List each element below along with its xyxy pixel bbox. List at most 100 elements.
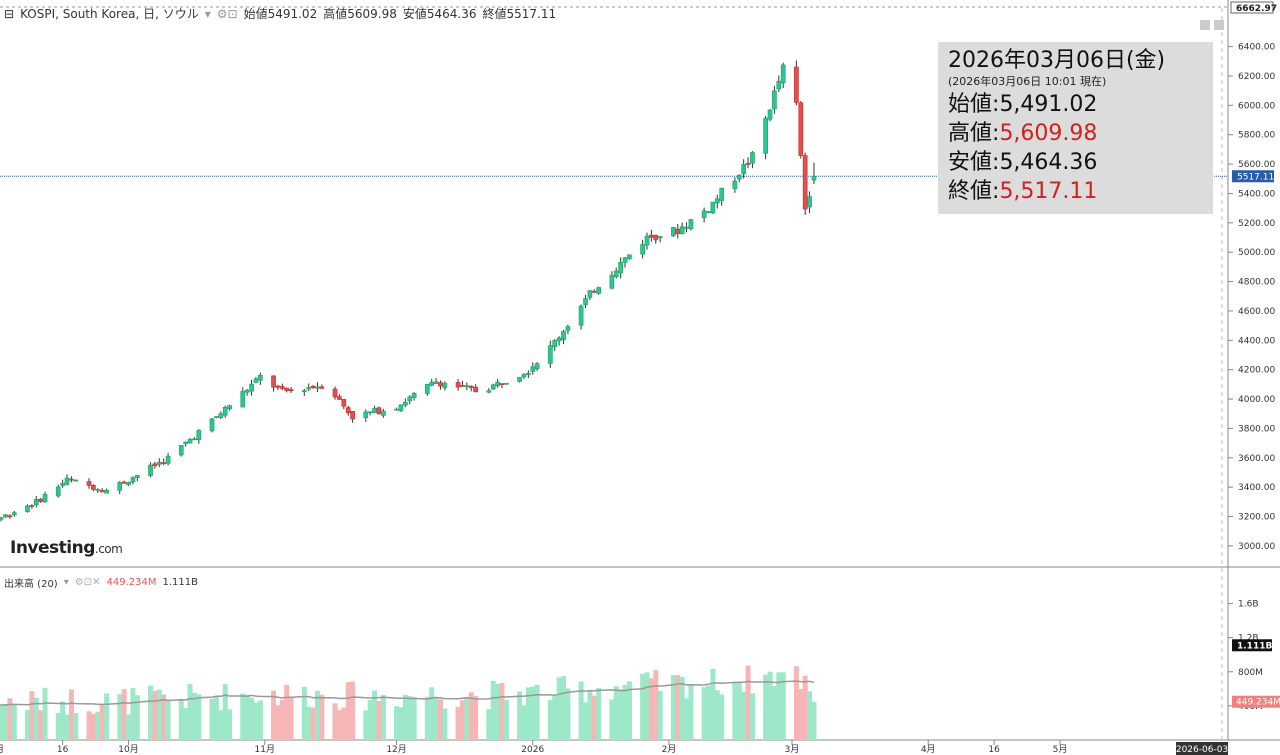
volume-bar <box>148 685 154 740</box>
candle <box>438 382 443 387</box>
chevron-down-icon[interactable]: ▾ <box>63 577 69 588</box>
volume-bar <box>7 698 13 740</box>
candle <box>117 482 123 491</box>
volume-bar <box>675 675 681 740</box>
y-tick-label: 6200.00 <box>1238 72 1275 82</box>
volume-bar <box>306 706 312 740</box>
candle <box>271 375 276 388</box>
candle <box>95 489 101 491</box>
volume-bar <box>442 708 448 740</box>
volume-bar <box>209 699 215 740</box>
x-tick-label: 2026 <box>521 745 544 755</box>
candle <box>490 384 496 390</box>
settings-icon[interactable]: ⚙⊡✕ <box>74 577 101 588</box>
candle <box>798 102 804 156</box>
candle <box>192 438 197 441</box>
candle <box>679 226 685 235</box>
open-value: 5491.02 <box>267 7 318 21</box>
y-tick-label: 6000.00 <box>1238 101 1275 111</box>
scale-icon[interactable] <box>1200 20 1210 30</box>
candle <box>301 390 307 392</box>
chevron-down-icon[interactable]: ▾ <box>204 6 211 21</box>
candle <box>73 479 79 482</box>
candle <box>745 162 751 165</box>
candle <box>794 66 799 103</box>
collapse-icon[interactable]: ⊟ <box>4 6 15 21</box>
x-tick-label: 16 <box>57 745 69 755</box>
log-icon[interactable] <box>1214 20 1224 30</box>
candle <box>156 462 162 465</box>
candle <box>218 413 224 418</box>
vol-ma-badge <box>1232 639 1272 652</box>
candle <box>25 505 30 513</box>
volume-label: 出来高 (20) <box>4 579 58 590</box>
candle <box>11 512 17 516</box>
volume-bar <box>741 691 747 740</box>
candle <box>556 337 562 342</box>
candle <box>214 416 219 418</box>
volume-bar <box>591 695 597 740</box>
candle <box>530 366 536 372</box>
volume-bar <box>547 699 553 740</box>
volume-bar <box>126 714 132 740</box>
candle <box>714 198 720 204</box>
candle <box>244 389 250 393</box>
candle <box>253 378 259 383</box>
candle <box>411 392 417 399</box>
candle <box>86 481 92 486</box>
volume-bar <box>257 700 263 740</box>
y-tick-label: 4400.00 <box>1238 336 1275 346</box>
candle <box>499 383 505 385</box>
volume-bar <box>793 666 799 740</box>
x-tick-label: 4月 <box>921 744 936 755</box>
info-asof: (2026年03月06日 10:01 現在) <box>948 75 1107 88</box>
y-tick-label: 5800.00 <box>1238 131 1275 141</box>
volume-bar <box>811 701 817 740</box>
volume-bar <box>534 684 540 740</box>
volume-bar <box>29 691 35 740</box>
volume-bar <box>271 690 277 740</box>
volume-bar <box>196 694 202 740</box>
volume-bar <box>55 713 61 740</box>
candle <box>495 381 500 387</box>
candle <box>315 386 320 389</box>
candle <box>222 407 228 416</box>
volume-bar <box>582 702 588 740</box>
y-tick-label: 5400.00 <box>1238 189 1275 199</box>
volume-bar <box>363 710 369 740</box>
candle <box>130 477 136 483</box>
volume-bar <box>301 686 307 740</box>
candle <box>741 164 747 175</box>
y-tick-label: 5200.00 <box>1238 219 1275 229</box>
candle <box>402 401 408 406</box>
candle <box>165 455 171 464</box>
ohlc-info-box: 2026年03月06日(金) (2026年03月06日 10:01 現在) 始値… <box>938 42 1213 214</box>
candle <box>517 376 522 382</box>
candle <box>64 477 70 485</box>
candle <box>613 270 619 277</box>
volume-bar <box>407 696 413 740</box>
volume-bar <box>433 697 439 740</box>
candle <box>310 385 316 389</box>
settings-icon[interactable]: ⚙⊡ <box>216 6 238 21</box>
candle <box>591 290 597 293</box>
candle <box>394 408 399 411</box>
volume-bar <box>525 687 531 740</box>
volume-bar <box>495 683 501 740</box>
volume-bar <box>486 709 492 740</box>
info-low: 5,464.36 <box>999 150 1098 175</box>
candle <box>363 411 369 419</box>
candle <box>587 290 593 298</box>
candle <box>750 152 755 164</box>
candle <box>653 234 659 241</box>
volume-bar <box>130 688 136 740</box>
volume-bar <box>394 706 400 740</box>
high-value: 5609.98 <box>347 7 397 21</box>
volume-bar <box>275 705 281 740</box>
candle <box>134 475 140 479</box>
volume-bar <box>473 696 479 740</box>
volume-bar <box>279 699 285 740</box>
candle <box>736 175 742 180</box>
volume-bar <box>213 696 219 740</box>
